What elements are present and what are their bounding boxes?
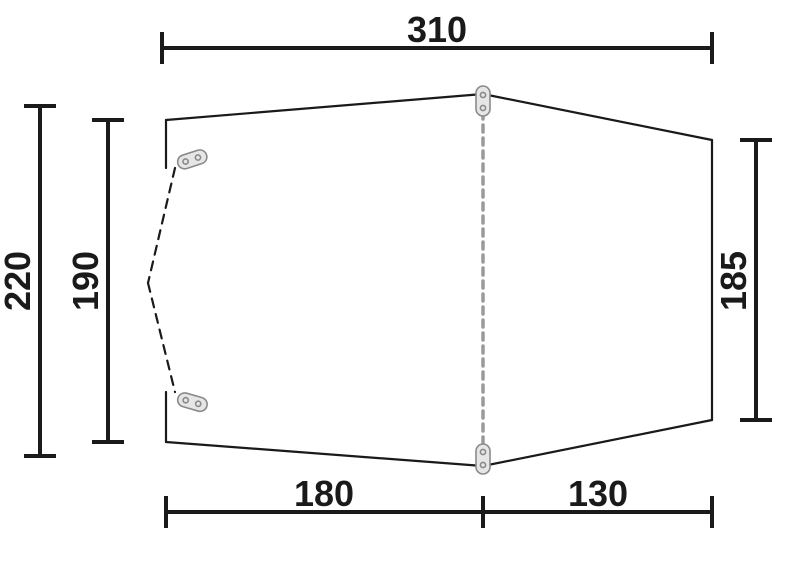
door-flap bbox=[148, 168, 175, 392]
dim-left-220: 220 bbox=[0, 106, 56, 456]
dim-bottom-130: 130 bbox=[483, 473, 712, 528]
dim-left-190: 190 bbox=[65, 120, 124, 442]
zip-pull-icon bbox=[476, 444, 490, 474]
zip-pull-icon bbox=[476, 86, 490, 116]
dim-left-220-label: 220 bbox=[0, 251, 38, 311]
zip-pull-icon bbox=[176, 148, 209, 171]
zipper-pulls bbox=[176, 86, 490, 474]
dim-bottom-130-label: 130 bbox=[568, 473, 628, 514]
dim-right-185: 185 bbox=[713, 140, 772, 420]
dim-left-190-label: 190 bbox=[65, 251, 106, 311]
dim-bottom-180-label: 180 bbox=[294, 473, 354, 514]
tent-outline bbox=[166, 94, 712, 466]
dim-top-310: 310 bbox=[162, 9, 712, 64]
dim-right-185-label: 185 bbox=[713, 251, 754, 311]
zip-pull-icon bbox=[176, 391, 209, 413]
dim-bottom-180: 180 bbox=[166, 473, 483, 528]
dimension-lines: 310 220 190 185 180 130 bbox=[0, 9, 772, 528]
floorplan-diagram: 310 220 190 185 180 130 bbox=[0, 0, 800, 563]
dim-top-310-label: 310 bbox=[407, 9, 467, 50]
